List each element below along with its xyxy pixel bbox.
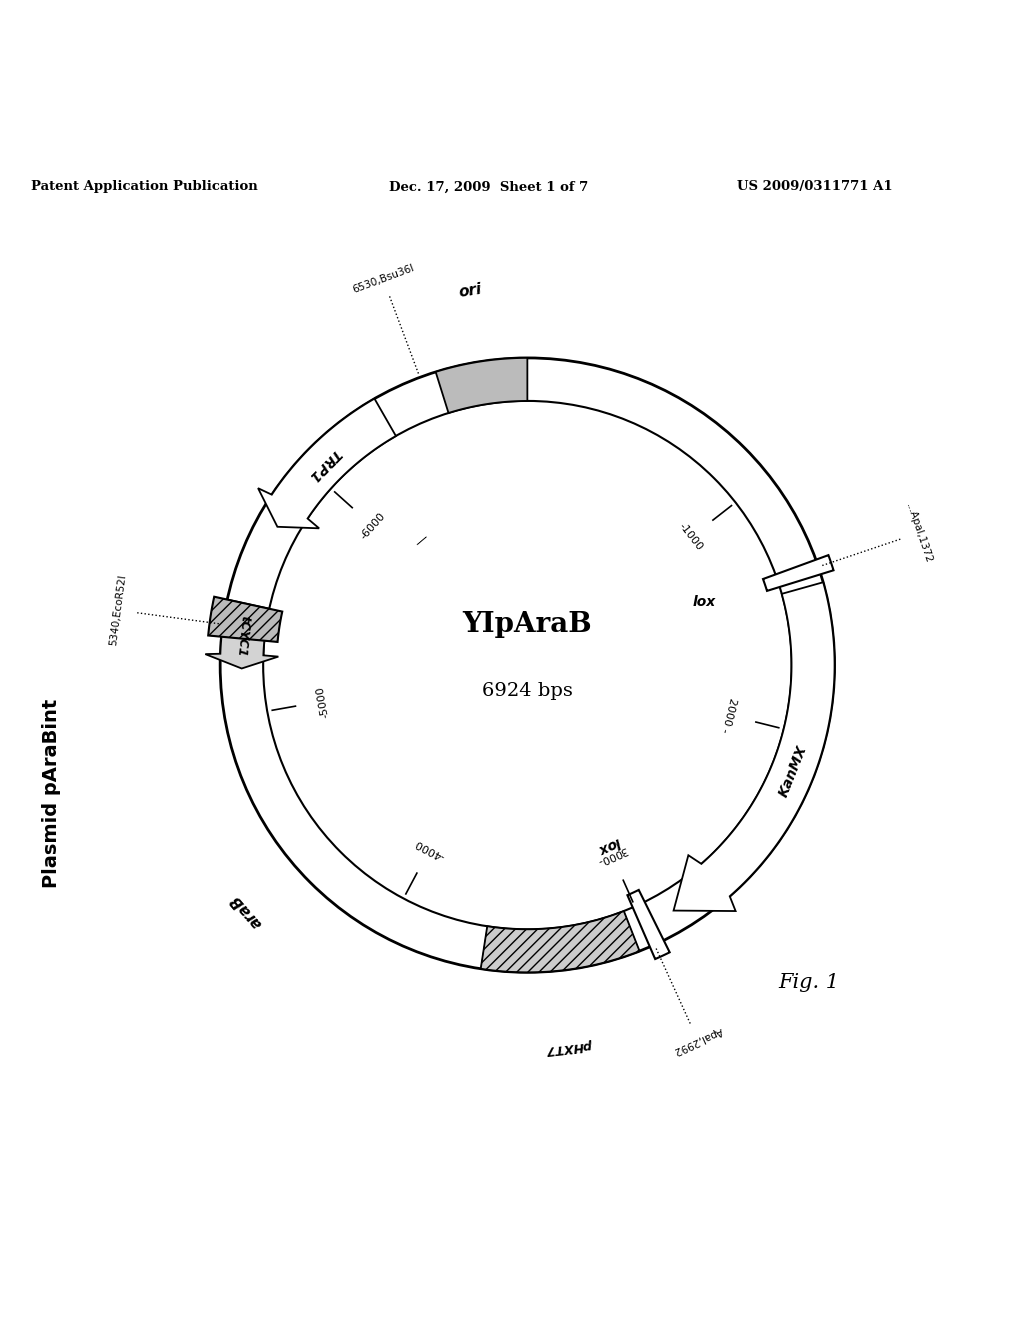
Text: Plasmid pAraBint: Plasmid pAraBint — [42, 698, 60, 888]
Polygon shape — [205, 599, 279, 668]
Polygon shape — [763, 556, 834, 591]
Polygon shape — [258, 399, 396, 528]
Text: YIpAraB: YIpAraB — [463, 611, 592, 638]
Text: 6924 bps: 6924 bps — [482, 681, 572, 700]
Text: -6000: -6000 — [358, 511, 387, 541]
Text: Patent Application Publication: Patent Application Publication — [31, 181, 257, 194]
Text: KanMX: KanMX — [776, 743, 809, 799]
Text: Dec. 17, 2009  Sheet 1 of 7: Dec. 17, 2009 Sheet 1 of 7 — [389, 181, 589, 194]
Text: —: — — [413, 532, 432, 552]
Polygon shape — [435, 358, 527, 413]
Polygon shape — [480, 911, 640, 973]
Text: Fig. 1: Fig. 1 — [778, 973, 840, 993]
Text: lox: lox — [596, 834, 623, 857]
Text: US 2009/0311771 A1: US 2009/0311771 A1 — [737, 181, 893, 194]
Text: -5000: -5000 — [315, 685, 331, 718]
Text: ApaI,2992: ApaI,2992 — [672, 1026, 724, 1056]
Text: pHXT7: pHXT7 — [546, 1038, 594, 1056]
Polygon shape — [674, 582, 835, 911]
Text: 2000 -: 2000 - — [720, 697, 738, 734]
Text: TRP1: TRP1 — [305, 446, 343, 484]
Text: lox: lox — [692, 595, 716, 609]
Text: ori: ori — [458, 281, 482, 300]
Circle shape — [220, 358, 835, 973]
Text: -4000: -4000 — [414, 837, 446, 861]
Text: tCYC1: tCYC1 — [234, 615, 252, 657]
Text: 5340,EcoR52I: 5340,EcoR52I — [109, 574, 128, 647]
Polygon shape — [208, 597, 283, 642]
Text: 3000-: 3000- — [595, 843, 629, 866]
Text: ...ApaI,1372: ...ApaI,1372 — [903, 502, 933, 565]
Polygon shape — [628, 890, 670, 960]
Text: 6530,Bsu36I: 6530,Bsu36I — [350, 263, 416, 294]
Text: araB: araB — [227, 891, 265, 932]
Text: -1000: -1000 — [677, 521, 705, 553]
Circle shape — [263, 401, 792, 929]
